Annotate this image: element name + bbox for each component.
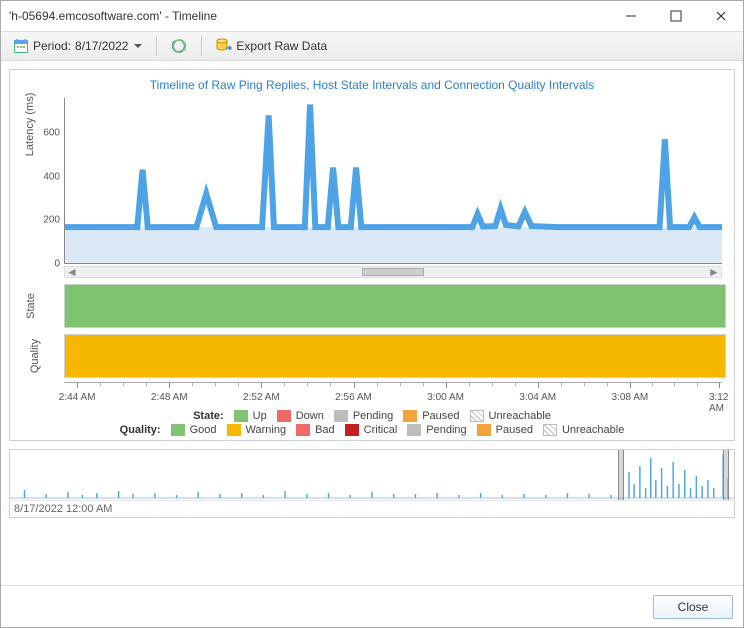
latency-plot[interactable] bbox=[64, 98, 722, 264]
scroll-left-icon[interactable]: ◄ bbox=[65, 267, 79, 277]
legend-item: Paused bbox=[477, 424, 533, 436]
refresh-icon bbox=[171, 38, 187, 54]
legend-swatch bbox=[296, 424, 310, 436]
overview-timestamp: 8/17/2022 12:00 AM bbox=[10, 500, 734, 517]
scroll-right-icon[interactable]: ► bbox=[707, 267, 721, 277]
legend-swatch bbox=[277, 410, 291, 422]
legend-swatch bbox=[345, 424, 359, 436]
state-band-label: State bbox=[25, 293, 37, 319]
legend-swatch bbox=[470, 410, 484, 422]
legend-quality: Quality: Good Warning Bad Critical Pending Pa… bbox=[18, 424, 726, 436]
legend-swatch bbox=[227, 424, 241, 436]
quality-band-label: Quality bbox=[29, 339, 41, 373]
titlebar: 'h-05694.emcosoftware.com' - Timeline bbox=[1, 1, 743, 31]
overview-panel: 8/17/2022 12:00 AM bbox=[9, 449, 735, 518]
x-tick-label: 3:04 AM bbox=[519, 392, 556, 403]
legend-label: Pending bbox=[426, 424, 466, 436]
legend-label: Critical bbox=[364, 424, 398, 436]
overview-range-handle-right[interactable] bbox=[723, 450, 729, 500]
legend-item: Warning bbox=[227, 424, 287, 436]
legend-label: Warning bbox=[246, 424, 287, 436]
quality-band[interactable] bbox=[64, 334, 726, 378]
chart-title: Timeline of Raw Ping Replies, Host State… bbox=[18, 78, 726, 92]
latency-hscrollbar[interactable]: ◄ ► bbox=[64, 266, 722, 278]
chart-panel: Timeline of Raw Ping Replies, Host State… bbox=[9, 69, 735, 441]
x-tick-label: 2:44 AM bbox=[59, 392, 96, 403]
legend-swatch bbox=[403, 410, 417, 422]
period-dropdown[interactable]: Period: 8/17/2022 bbox=[7, 34, 148, 58]
close-button[interactable]: Close bbox=[653, 595, 733, 619]
export-raw-data-button[interactable]: Export Raw Data bbox=[210, 34, 333, 58]
maximize-button[interactable] bbox=[653, 1, 698, 31]
period-prefix: Period: bbox=[33, 39, 71, 53]
legend-state-title: State: bbox=[193, 410, 224, 422]
legend-quality-title: Quality: bbox=[120, 424, 161, 436]
legend-swatch bbox=[334, 410, 348, 422]
toolbar-separator bbox=[156, 36, 157, 56]
x-tick-label: 3:08 AM bbox=[612, 392, 649, 403]
close-button-label: Close bbox=[678, 600, 709, 614]
window-title: 'h-05694.emcosoftware.com' - Timeline bbox=[9, 9, 608, 23]
overview-range-handle-left[interactable] bbox=[618, 450, 624, 500]
legend-item: Unreachable bbox=[470, 410, 551, 422]
export-label: Export Raw Data bbox=[236, 39, 327, 53]
legend-label: Bad bbox=[315, 424, 335, 436]
calendar-icon bbox=[13, 38, 29, 54]
legend-swatch bbox=[477, 424, 491, 436]
latency-chart: Latency (ms) 0200400600 ◄ ► bbox=[64, 98, 722, 278]
x-tick-label: 2:48 AM bbox=[151, 392, 188, 403]
x-tick-label: 2:52 AM bbox=[243, 392, 280, 403]
legend-item: Critical bbox=[345, 424, 398, 436]
legend-item: Up bbox=[234, 410, 267, 422]
close-window-button[interactable] bbox=[698, 1, 743, 31]
database-export-icon bbox=[216, 38, 232, 54]
legend-swatch bbox=[407, 424, 421, 436]
legend-swatch bbox=[234, 410, 248, 422]
overview-plot[interactable] bbox=[10, 450, 734, 500]
minimize-button[interactable] bbox=[608, 1, 653, 31]
legend-label: Pending bbox=[353, 410, 393, 422]
legend-label: Paused bbox=[496, 424, 533, 436]
toolbar-separator bbox=[201, 36, 202, 56]
legend-item: Pending bbox=[407, 424, 466, 436]
x-tick-label: 3:00 AM bbox=[427, 392, 464, 403]
x-tick-label: 3:12 AM bbox=[709, 392, 728, 414]
legend-label: Up bbox=[253, 410, 267, 422]
footer: Close bbox=[1, 585, 743, 627]
legend-item: Good bbox=[171, 424, 217, 436]
refresh-button[interactable] bbox=[165, 34, 193, 58]
legend-swatch bbox=[171, 424, 185, 436]
y-axis-ticks: 0200400600 bbox=[32, 98, 62, 278]
x-tick-label: 2:56 AM bbox=[335, 392, 372, 403]
legend-label: Unreachable bbox=[489, 410, 551, 422]
period-value: 8/17/2022 bbox=[75, 39, 128, 53]
legend-item: Down bbox=[277, 410, 324, 422]
legend-item: Paused bbox=[403, 410, 459, 422]
legend-swatch bbox=[543, 424, 557, 436]
quality-band-row: Quality ◄ ► bbox=[18, 334, 726, 378]
x-axis: 2:44 AM2:48 AM2:52 AM2:56 AM3:00 AM3:04 … bbox=[64, 382, 722, 408]
legend-state: State: Up Down Pending Paused Unreachable bbox=[18, 410, 726, 422]
legend-item: Pending bbox=[334, 410, 393, 422]
toolbar: Period: 8/17/2022 Export Raw Data bbox=[1, 31, 743, 61]
legend-label: Paused bbox=[422, 410, 459, 422]
legend-label: Good bbox=[190, 424, 217, 436]
legend-label: Down bbox=[296, 410, 324, 422]
legend-label: Unreachable bbox=[562, 424, 624, 436]
scroll-thumb[interactable] bbox=[362, 268, 425, 276]
chevron-down-icon bbox=[134, 44, 142, 48]
legend-item: Bad bbox=[296, 424, 335, 436]
state-band-row: State ◄ ► bbox=[18, 284, 726, 328]
legend-item: Unreachable bbox=[543, 424, 624, 436]
state-band[interactable] bbox=[64, 284, 726, 328]
